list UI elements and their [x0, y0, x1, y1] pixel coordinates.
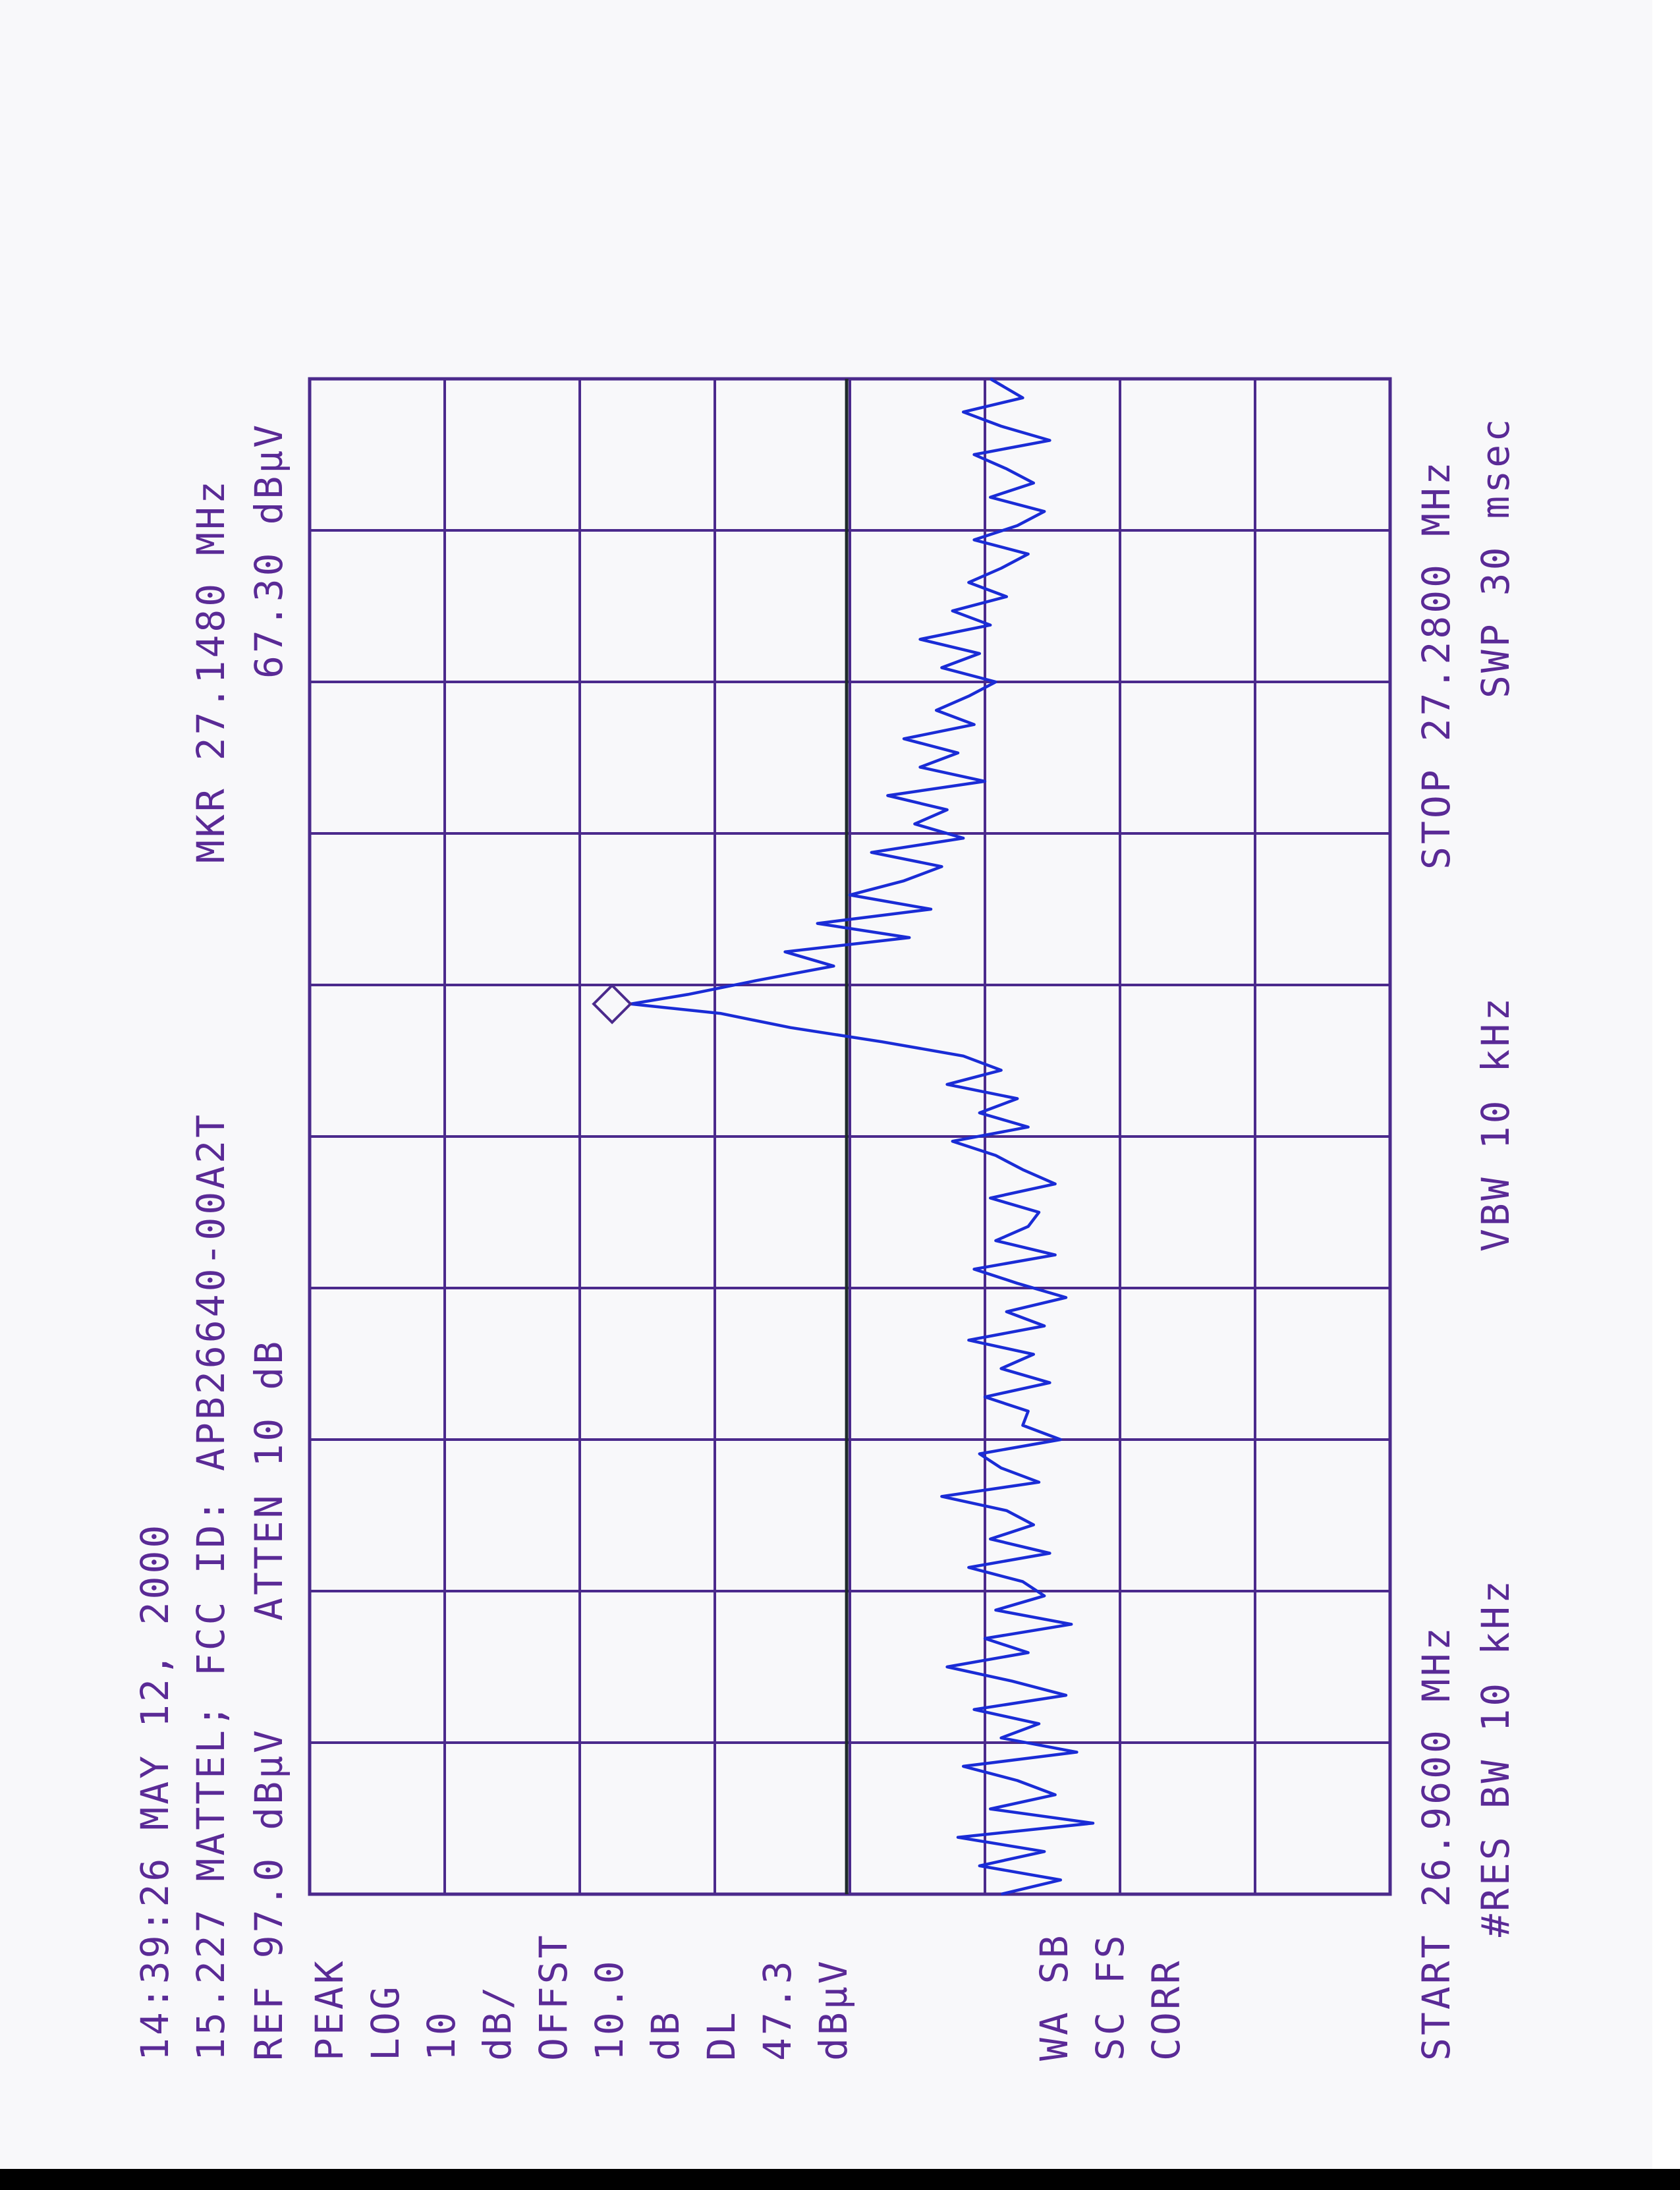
side-settings-labels: PEAK LOG 10 dB/OFFST 10.0 dB DL 47.3 dBμV WA SB SC…: [307, 1932, 1189, 2061]
side-label: LOG: [363, 1984, 408, 2061]
video-bandwidth-label: VBW 10 kHz: [1473, 996, 1518, 1252]
stop-frequency-label: STOP 27.2800 MHz: [1414, 459, 1459, 870]
side-label: DL: [699, 2009, 744, 2061]
marker-diamond: [592, 983, 632, 1025]
side-label-lower: SC FS: [1088, 1932, 1133, 2061]
fcc-id-label: 15.227 MATTEL; FCC ID: APB26640-00A2T: [188, 1112, 233, 2061]
paper-edge: [1652, 0, 1680, 2169]
side-label-lower: CORR: [1144, 1958, 1189, 2061]
side-label-lower: WA SB: [1032, 1932, 1077, 2061]
scan-bottom-border: [0, 2169, 1680, 2190]
side-label: 47.3: [755, 1958, 800, 2061]
series-trace: [629, 378, 1095, 1896]
header-text: 14:39:26 MAY 12, 2000 15.227 MATTEL; FCC…: [132, 422, 291, 2061]
reference-level-label: REF 97.0 dBμV: [246, 1727, 291, 2061]
timestamp-label: 14:39:26 MAY 12, 2000: [132, 1523, 177, 2061]
side-label: dBμV: [811, 1958, 856, 2061]
side-label: dB/: [475, 1984, 520, 2061]
side-label: 10: [419, 2009, 464, 2061]
footer-text: START 26.9600 MHz #RES BW 10 kHz VBW 10 …: [1414, 416, 1518, 2061]
side-label: OFFST: [531, 1932, 576, 2061]
graticule-grid: [308, 377, 1392, 1896]
sweep-time-label: SWP 30 msec: [1473, 416, 1518, 698]
marker-level-label: 67.30 dBμV: [246, 422, 291, 679]
side-label: PEAK: [307, 1958, 352, 2061]
attenuation-label: ATTEN 10 dB: [246, 1339, 291, 1621]
resolution-bandwidth-label: #RES BW 10 kHz: [1473, 1578, 1518, 1937]
marker-frequency-label: MKR 27.1480 MHz: [188, 478, 233, 863]
start-frequency-label: START 26.9600 MHz: [1414, 1625, 1459, 2061]
side-label: dB: [643, 2009, 688, 2061]
side-label: 10.0: [587, 1958, 632, 2061]
